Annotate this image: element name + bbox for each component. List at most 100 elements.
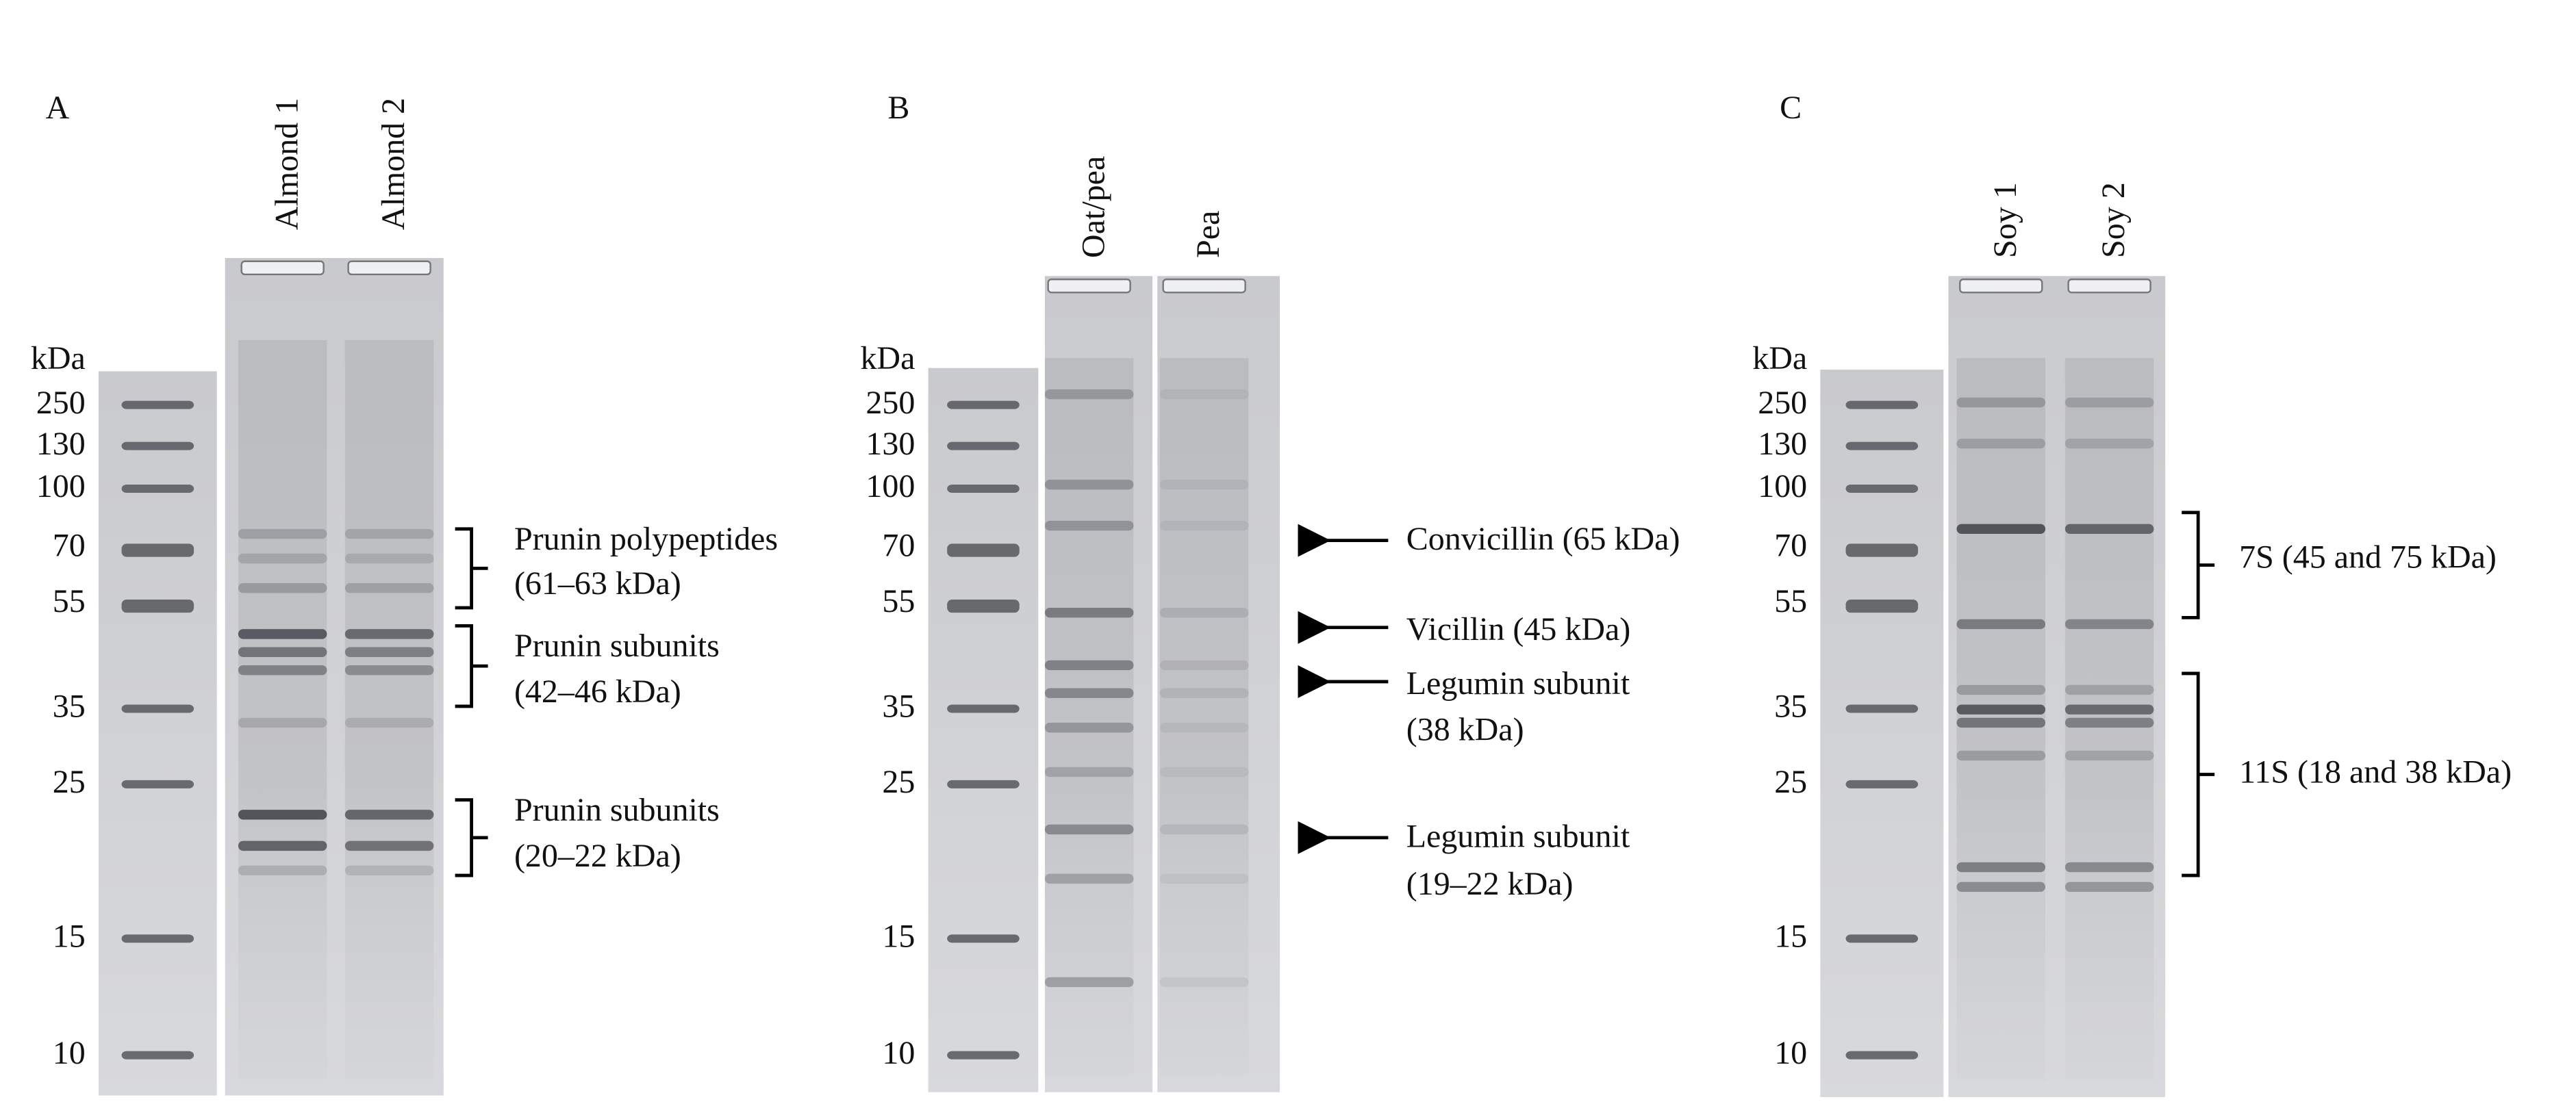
well	[2067, 278, 2151, 294]
lane-label: Soy 2	[2095, 182, 2132, 258]
marker-band	[121, 780, 194, 788]
sample-band	[2064, 704, 2154, 715]
sample-band	[1044, 824, 1134, 835]
marker-band	[947, 934, 1020, 943]
annotation: (42–46 kDa)	[514, 673, 681, 710]
annotation: (38 kDa)	[1406, 711, 1524, 747]
sample-band	[344, 528, 434, 539]
sample-band	[344, 665, 434, 676]
marker-unit: kDa	[1752, 340, 1807, 376]
marker-band	[1845, 934, 1919, 943]
annotation: 11S (18 and 38 kDa)	[2239, 754, 2512, 791]
sample-band	[2064, 862, 2154, 873]
sample-band	[344, 840, 434, 851]
sample-band	[1159, 520, 1249, 531]
annotation: Prunin subunits	[514, 792, 720, 828]
lane-label: Soy 1	[1987, 182, 2023, 258]
sample-band	[1956, 862, 2046, 873]
marker-label: 15	[882, 919, 915, 955]
sample-band	[1159, 479, 1249, 490]
sample-band	[344, 810, 434, 820]
marker-label: 25	[1774, 764, 1807, 800]
bracket	[455, 527, 488, 610]
marker-label: 25	[882, 764, 915, 800]
marker-label: 250	[36, 385, 86, 421]
well	[1959, 278, 2043, 294]
sample-band	[238, 840, 327, 851]
marker-gel	[1820, 370, 1944, 1097]
lane-smear	[1159, 358, 1249, 1076]
gel-divider	[1152, 276, 1158, 1092]
sample-band	[238, 629, 327, 639]
annotation: (61–63 kDa)	[514, 565, 681, 602]
marker-unit: kDa	[31, 340, 86, 376]
annotation: Vicillin (45 kDa)	[1406, 611, 1631, 647]
sample-band	[238, 665, 327, 676]
sample-band	[344, 865, 434, 876]
annotation: (19–22 kDa)	[1406, 866, 1574, 902]
sample-band	[344, 582, 434, 593]
sample-band	[344, 717, 434, 728]
sample-band	[1956, 438, 2046, 449]
marker-band	[121, 441, 194, 450]
marker-band	[121, 543, 194, 557]
marker-label: 250	[1758, 385, 1807, 421]
lane-smear	[1044, 358, 1134, 1076]
sample-band	[1159, 824, 1249, 835]
well	[347, 260, 431, 276]
sample-band	[1044, 607, 1134, 618]
lane-label: Almond 2	[375, 98, 412, 230]
marker-label: 55	[1774, 583, 1807, 619]
sample-band	[1956, 684, 2046, 695]
marker-band	[947, 400, 1020, 409]
marker-band	[1845, 441, 1919, 450]
sample-band	[344, 647, 434, 657]
marker-band	[121, 704, 194, 713]
marker-label: 130	[866, 426, 915, 462]
marker-gel	[928, 368, 1039, 1092]
panel-label: C	[1780, 90, 1802, 126]
sample-band	[2064, 619, 2154, 630]
marker-label: 25	[53, 764, 86, 800]
sample-band	[1159, 389, 1249, 400]
marker-label: 35	[882, 689, 915, 725]
annotation: Legumin subunit	[1406, 665, 1630, 702]
marker-label: 250	[866, 385, 915, 421]
marker-label: 35	[1774, 689, 1807, 725]
sample-band	[1044, 660, 1134, 671]
bracket	[455, 624, 488, 708]
marker-band	[947, 599, 1020, 613]
bracket	[2182, 671, 2215, 877]
annotation: Convicillin (65 kDa)	[1406, 521, 1680, 557]
sample-band	[238, 647, 327, 657]
marker-band	[947, 485, 1020, 493]
sample-band	[1956, 397, 2046, 408]
marker-band	[121, 1051, 194, 1060]
lane-label: Oat/pea	[1075, 156, 1111, 258]
sample-band	[2064, 750, 2154, 761]
marker-band	[1845, 599, 1919, 613]
sample-band	[1044, 520, 1134, 531]
sample-band	[1159, 607, 1249, 618]
marker-band	[1845, 704, 1919, 713]
sample-band	[1159, 873, 1249, 884]
well	[1162, 278, 1246, 294]
marker-label: 55	[53, 583, 86, 619]
bracket	[455, 798, 488, 877]
sample-band	[1159, 977, 1249, 988]
marker-label: 10	[882, 1035, 915, 1071]
sample-band	[1956, 717, 2046, 728]
lane-label: Pea	[1190, 211, 1226, 258]
sample-band	[1956, 619, 2046, 630]
marker-band	[121, 599, 194, 613]
sample-band	[1044, 722, 1134, 733]
marker-band	[947, 704, 1020, 713]
bracket	[2182, 511, 2215, 619]
marker-label: 10	[1774, 1035, 1807, 1071]
sample-band	[1044, 767, 1134, 778]
marker-label: 100	[1758, 468, 1807, 504]
marker-label: 130	[1758, 426, 1807, 462]
